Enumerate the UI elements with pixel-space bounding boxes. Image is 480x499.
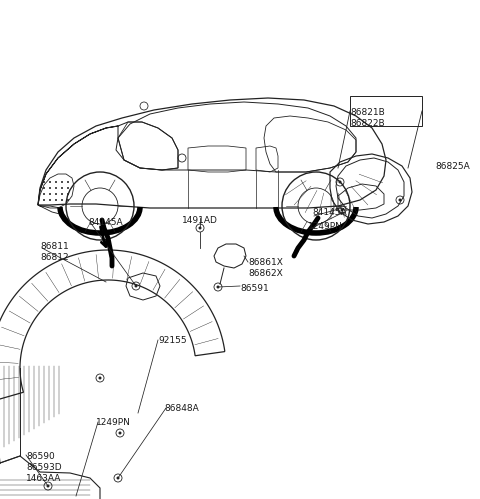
Circle shape bbox=[61, 187, 63, 189]
Circle shape bbox=[67, 199, 69, 201]
Circle shape bbox=[67, 193, 69, 195]
Circle shape bbox=[119, 432, 121, 435]
Circle shape bbox=[43, 181, 45, 183]
Circle shape bbox=[67, 187, 69, 189]
Text: 86811
86812: 86811 86812 bbox=[40, 242, 69, 262]
Circle shape bbox=[67, 181, 69, 183]
Circle shape bbox=[55, 181, 57, 183]
Circle shape bbox=[43, 187, 45, 189]
Circle shape bbox=[43, 199, 45, 201]
Text: 86848A: 86848A bbox=[164, 404, 199, 413]
Circle shape bbox=[117, 477, 120, 480]
Circle shape bbox=[49, 181, 51, 183]
Circle shape bbox=[43, 193, 45, 195]
Text: 86821B
86822B: 86821B 86822B bbox=[350, 108, 385, 128]
Circle shape bbox=[98, 377, 101, 380]
Text: 1249PN: 1249PN bbox=[96, 418, 131, 427]
Circle shape bbox=[340, 209, 344, 212]
Text: 1249PN: 1249PN bbox=[308, 222, 343, 231]
Text: 86591: 86591 bbox=[240, 284, 269, 293]
Text: 84145A: 84145A bbox=[312, 208, 347, 217]
Circle shape bbox=[55, 193, 57, 195]
Text: 86825A: 86825A bbox=[435, 162, 470, 171]
Circle shape bbox=[61, 193, 63, 195]
Circle shape bbox=[49, 199, 51, 201]
Circle shape bbox=[61, 199, 63, 201]
Circle shape bbox=[49, 187, 51, 189]
Circle shape bbox=[55, 187, 57, 189]
Circle shape bbox=[47, 485, 49, 488]
Text: 1491AD: 1491AD bbox=[182, 216, 218, 225]
Text: 86590
86593D
1463AA: 86590 86593D 1463AA bbox=[26, 452, 61, 483]
Circle shape bbox=[199, 227, 202, 230]
Circle shape bbox=[134, 284, 137, 287]
Text: 84145A: 84145A bbox=[88, 218, 122, 227]
Circle shape bbox=[55, 199, 57, 201]
Circle shape bbox=[338, 181, 341, 184]
Circle shape bbox=[398, 199, 401, 202]
Circle shape bbox=[61, 181, 63, 183]
Circle shape bbox=[49, 193, 51, 195]
Circle shape bbox=[216, 285, 219, 288]
Bar bbox=[350, 96, 422, 126]
Text: 86861X
86862X: 86861X 86862X bbox=[248, 258, 283, 278]
Text: 92155: 92155 bbox=[158, 336, 187, 345]
